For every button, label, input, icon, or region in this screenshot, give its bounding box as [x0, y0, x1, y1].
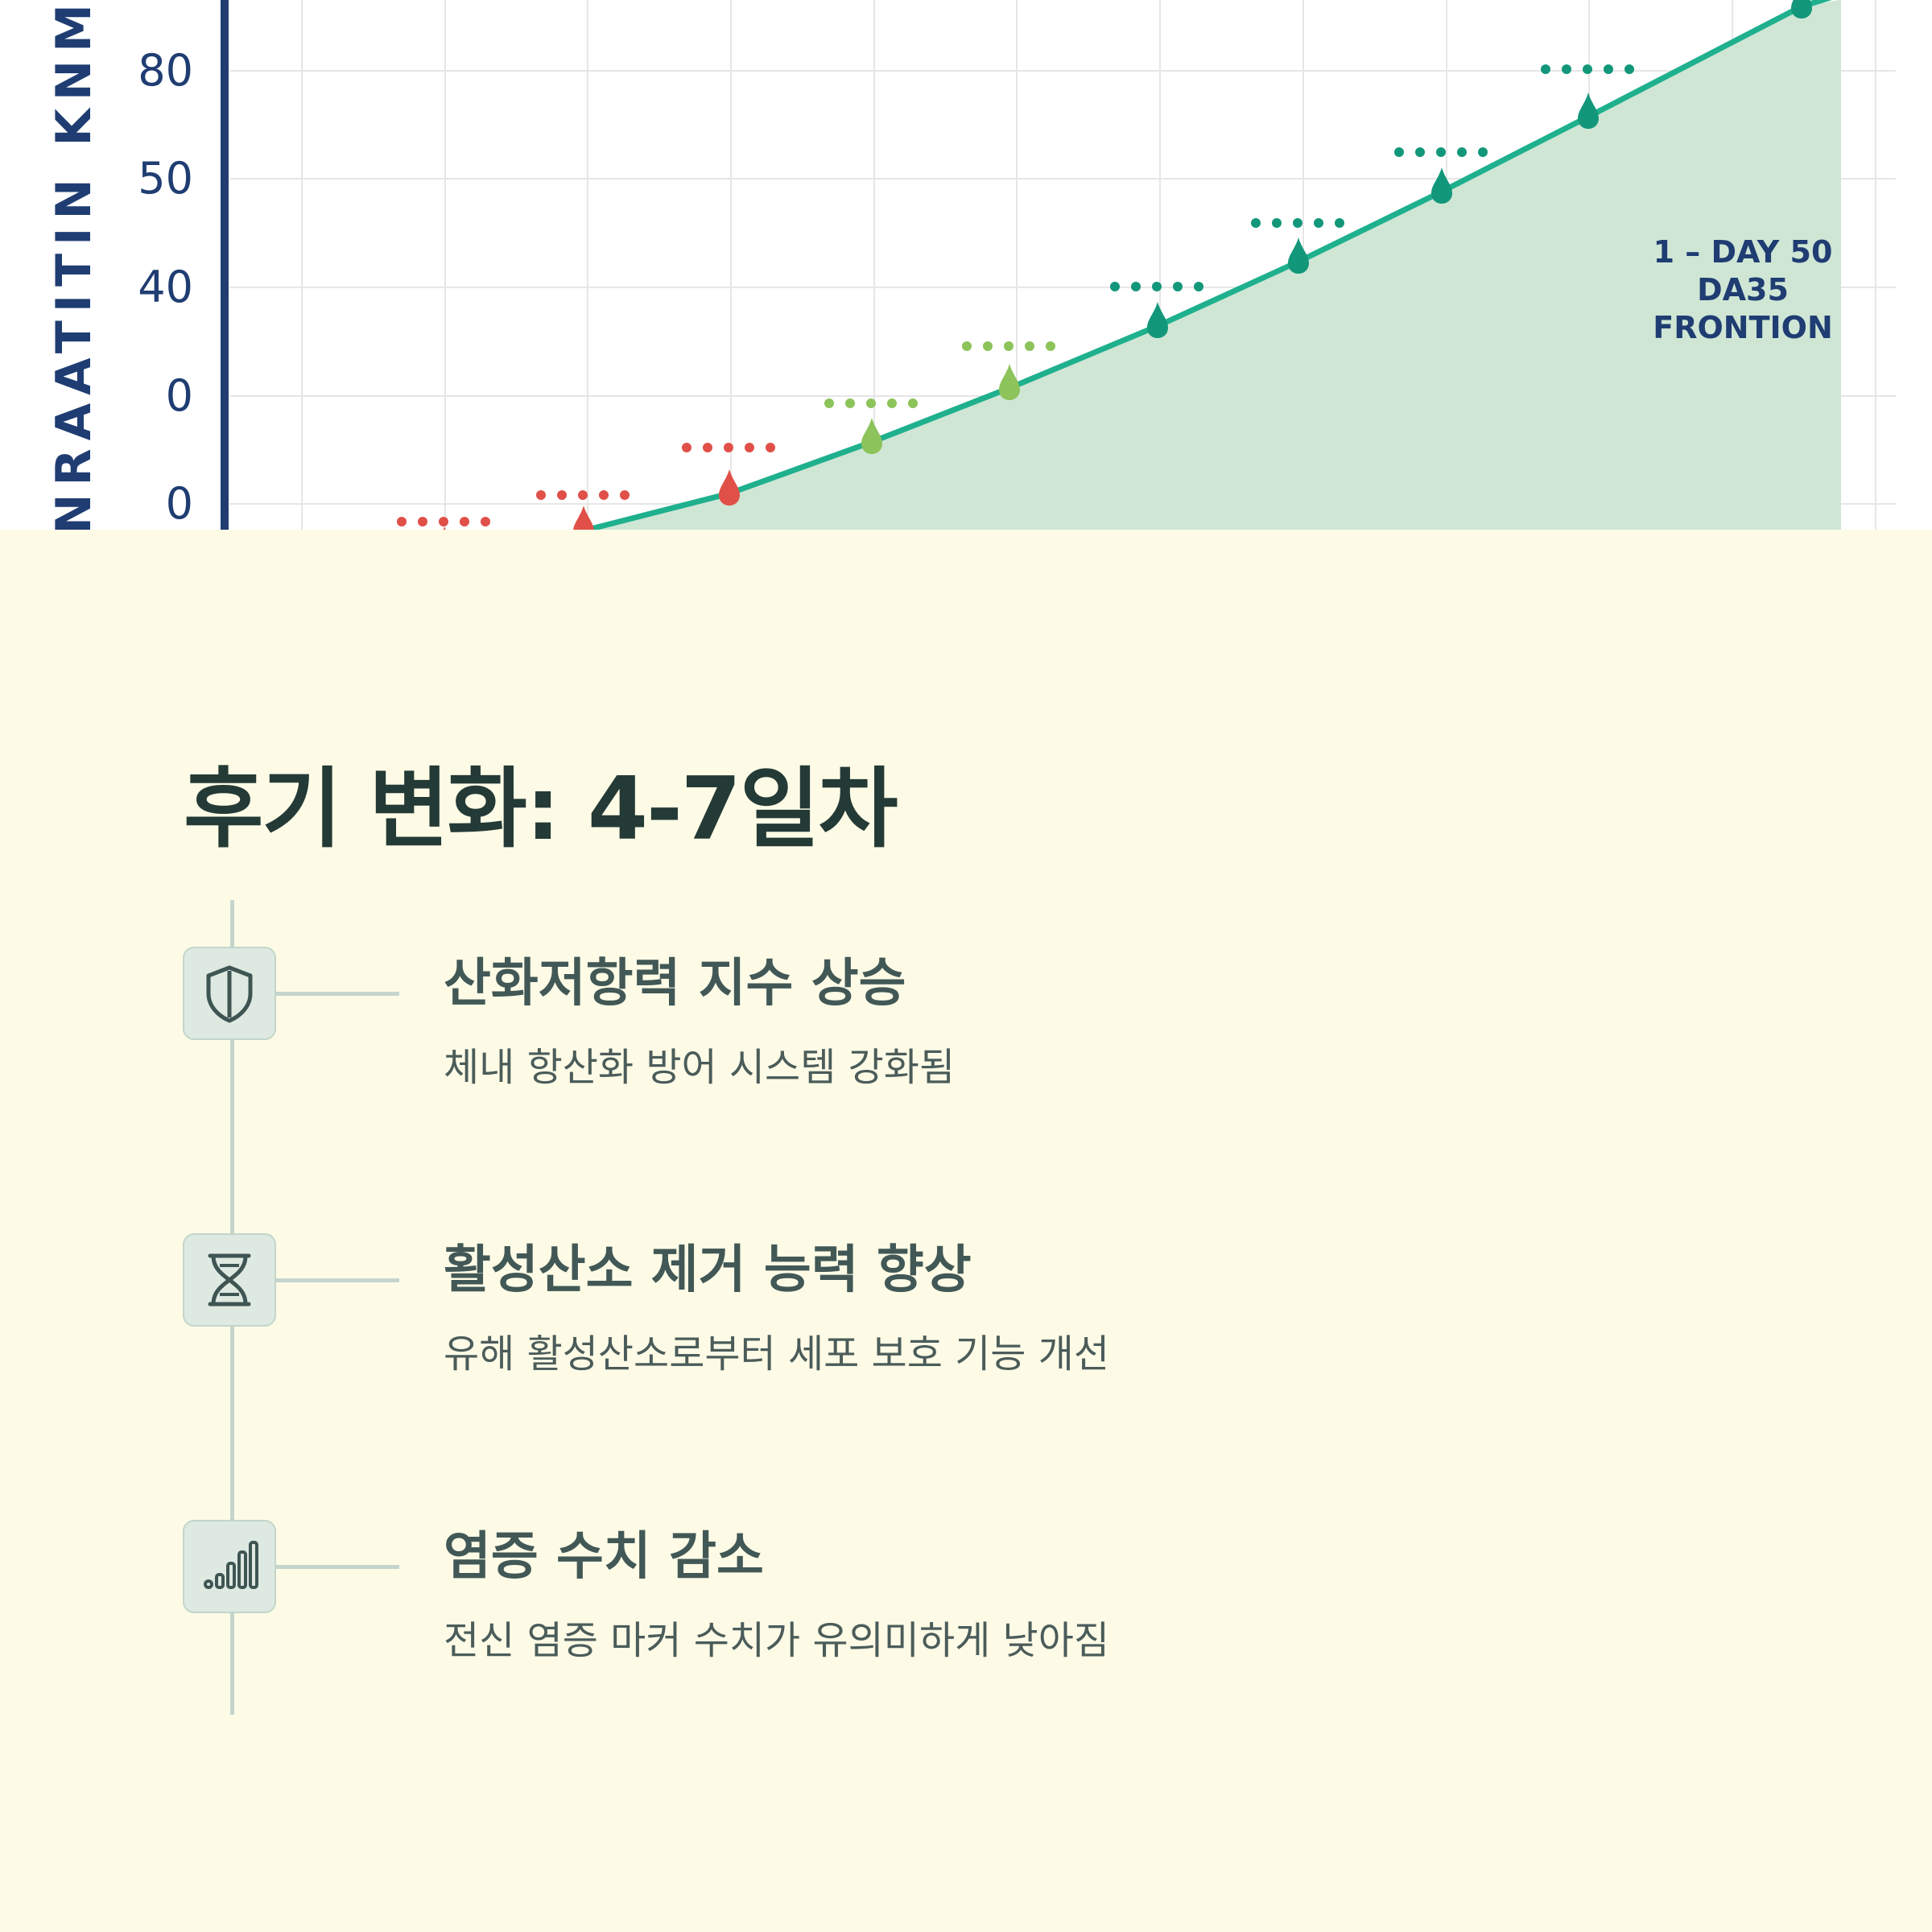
label-dot	[962, 341, 972, 351]
label-dot	[1335, 218, 1344, 228]
label-dot	[1562, 64, 1571, 74]
chart-banner: ENRAATITIN KNMM 80 50 40 0 0 1 – DAY 50 DA35…	[0, 0, 1932, 530]
label-dot	[536, 490, 546, 500]
label-dot	[1251, 218, 1261, 228]
timeline-item: 활성산소 제거 능력 향상 유해 활성산소로부터 세포 보호 기능 개선	[0, 1187, 1932, 1428]
item-title: 산화저항력 지수 상승	[444, 954, 906, 1013]
area-chart	[221, 0, 1896, 530]
item-description: 유해 활성산소로부터 세포 보호 기능 개선	[444, 1331, 1110, 1377]
label-dot	[557, 490, 567, 500]
label-dot	[620, 490, 630, 500]
label-dot	[1131, 282, 1141, 291]
series-line	[587, 0, 1832, 530]
area-fill	[588, 0, 1841, 530]
label-dot	[1541, 64, 1550, 74]
label-dot	[1173, 282, 1183, 291]
item-title: 염증 수치 감소	[444, 1527, 764, 1587]
label-dot	[397, 517, 407, 526]
y-tick-label: 0	[165, 478, 193, 529]
label-dot	[1436, 147, 1446, 157]
label-dot	[1004, 341, 1013, 351]
label-dot	[1478, 147, 1488, 157]
annotation-line: 1 – DAY 50	[1653, 234, 1833, 270]
data-point-marker	[861, 418, 882, 454]
label-dot	[887, 398, 897, 408]
item-description: 체내 항산화 방어 시스템 강화됨	[444, 1045, 956, 1090]
label-dot	[845, 398, 855, 408]
data-point-marker	[719, 469, 740, 506]
chart-y-axis-label: ENRAATITIN KNMM	[46, 0, 102, 530]
annotation-line: DA35	[1697, 272, 1789, 308]
timeline-connector	[276, 992, 399, 996]
label-dot	[824, 398, 834, 408]
label-dot	[1457, 147, 1467, 157]
label-dot	[439, 517, 448, 526]
label-dot	[1046, 341, 1055, 351]
data-point-marker	[1791, 0, 1812, 19]
data-point-marker	[1147, 302, 1168, 338]
label-dot	[1624, 64, 1634, 74]
label-dot	[766, 443, 775, 452]
label-dot	[682, 443, 691, 452]
y-tick-label: 40	[138, 262, 193, 312]
timeline-connector	[276, 1565, 399, 1569]
chart-annotation: 1 – DAY 50 DA35 FRONTION	[1634, 233, 1852, 347]
y-tick-label: 0	[165, 370, 193, 421]
timeline-item: 염증 수치 감소 전신 염증 마커 수치가 유의미하게 낮아짐	[0, 1473, 1932, 1715]
signal-bars-icon	[183, 1520, 276, 1613]
data-point-marker	[443, 526, 446, 530]
label-dot	[908, 398, 918, 408]
timeline-item: 산화저항력 지수 상승 체내 항산화 방어 시스템 강화됨	[0, 900, 1932, 1141]
data-point-marker	[1288, 237, 1309, 274]
label-dot	[481, 517, 490, 526]
item-description: 전신 염증 마커 수치가 유의미하게 낮아짐	[444, 1618, 1110, 1663]
label-dot	[866, 398, 876, 408]
data-point-marker	[573, 506, 594, 530]
label-dot	[418, 517, 427, 526]
label-dot	[1110, 282, 1120, 291]
data-point-marker	[1578, 93, 1599, 129]
label-dot	[724, 443, 733, 452]
label-dot	[1293, 218, 1302, 228]
label-dot	[1194, 282, 1203, 291]
y-tick-label: 50	[138, 153, 193, 204]
label-dot	[1025, 341, 1034, 351]
label-dot	[599, 490, 609, 500]
timeline-connector	[276, 1278, 399, 1282]
label-dot	[745, 443, 754, 452]
item-title: 활성산소 제거 능력 향상	[444, 1241, 972, 1300]
label-dot	[460, 517, 469, 526]
annotation-line: FRONTION	[1653, 310, 1833, 345]
label-dot	[578, 490, 588, 500]
label-dot	[1415, 147, 1425, 157]
y-tick-label: 80	[138, 45, 193, 96]
label-dot	[983, 341, 993, 351]
shield-icon	[183, 947, 276, 1040]
data-point-marker	[999, 364, 1020, 400]
label-dot	[1314, 218, 1323, 228]
page-title: 후기 변화: 4-7일차	[184, 759, 898, 860]
label-dot	[1152, 282, 1162, 291]
label-dot	[1583, 64, 1592, 74]
label-dot	[703, 443, 712, 452]
label-dot	[1604, 64, 1613, 74]
label-dot	[1394, 147, 1404, 157]
label-dot	[1272, 218, 1282, 228]
dna-icon	[183, 1233, 276, 1327]
data-point-marker	[1431, 167, 1452, 204]
